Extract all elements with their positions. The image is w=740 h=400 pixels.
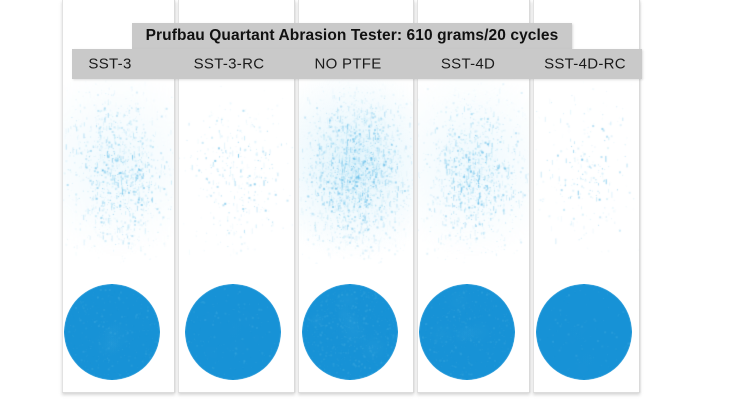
abrasion-spray-pattern bbox=[534, 79, 639, 264]
abrasion-spray-pattern bbox=[179, 79, 294, 264]
title-bar: Prufbau Quartant Abrasion Tester: 610 gr… bbox=[132, 23, 572, 49]
ink-circle-no-ptfe bbox=[302, 284, 398, 380]
abrasion-spray-pattern bbox=[418, 79, 529, 264]
abrasion-spray-pattern bbox=[299, 79, 413, 264]
ink-circle-sst-4d-rc bbox=[536, 284, 632, 380]
ink-circle-sst-3 bbox=[64, 284, 160, 380]
abrasion-test-slide: Prufbau Quartant Abrasion Tester: 610 gr… bbox=[0, 0, 740, 400]
sample-label-sst-3-rc: SST-3-RC bbox=[194, 56, 265, 73]
ink-circle-sst-3-rc bbox=[185, 284, 281, 380]
sample-label-sst-4d: SST-4D bbox=[441, 56, 495, 73]
slide-title: Prufbau Quartant Abrasion Tester: 610 gr… bbox=[146, 27, 559, 45]
sample-label-sst-4d-rc: SST-4D-RC bbox=[544, 56, 626, 73]
abrasion-spray-pattern bbox=[63, 79, 174, 264]
ink-circle-sst-4d bbox=[419, 284, 515, 380]
sample-label-no-ptfe: NO PTFE bbox=[314, 56, 381, 73]
sample-label-bar: SST-3 SST-3-RC NO PTFE SST-4D SST-4D-RC bbox=[72, 49, 642, 79]
sample-label-sst-3: SST-3 bbox=[88, 56, 131, 73]
